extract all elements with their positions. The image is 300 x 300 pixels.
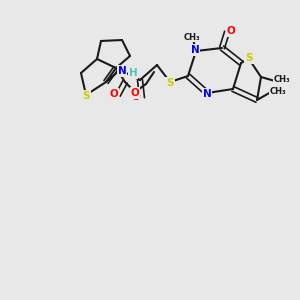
Text: O: O (132, 92, 140, 102)
Text: CH₃: CH₃ (274, 76, 290, 85)
Text: S: S (82, 91, 90, 101)
Text: H: H (129, 68, 137, 78)
Text: CH₃: CH₃ (184, 32, 200, 41)
Text: O: O (226, 26, 236, 36)
Text: N: N (118, 66, 126, 76)
Text: N: N (202, 89, 211, 99)
Text: CH₃: CH₃ (270, 86, 286, 95)
Text: O: O (130, 88, 140, 98)
Text: O: O (110, 89, 118, 99)
Text: N: N (190, 45, 200, 55)
Text: S: S (245, 53, 253, 63)
Text: S: S (166, 78, 174, 88)
